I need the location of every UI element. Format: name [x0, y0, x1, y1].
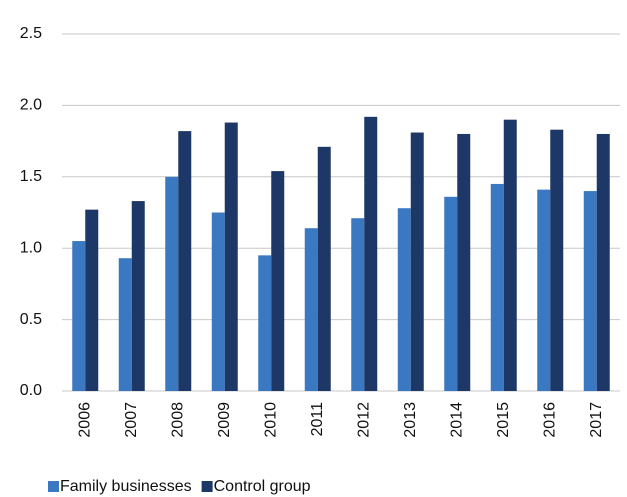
- bar: [444, 196, 458, 391]
- legend-swatch: [48, 481, 59, 492]
- y-tick-label: 1.0: [20, 239, 42, 256]
- bar: [211, 212, 225, 391]
- bar: [397, 208, 411, 391]
- bar: [85, 209, 99, 391]
- x-tick-label: 2014: [448, 402, 465, 438]
- legend-label: Family businesses: [60, 478, 192, 495]
- bar: [550, 129, 564, 391]
- bar: [410, 132, 424, 392]
- bar: [351, 218, 365, 391]
- bar: [271, 171, 285, 391]
- x-tick-label: 2010: [262, 402, 279, 438]
- x-tick-label: 2015: [495, 402, 512, 438]
- x-tick-label: 2008: [169, 402, 186, 438]
- x-tick-label: 2011: [309, 402, 326, 437]
- bar: [537, 189, 551, 391]
- y-tick-label: 1.5: [20, 168, 42, 185]
- bar: [224, 122, 238, 391]
- bar: [457, 133, 471, 391]
- bar: [304, 228, 318, 391]
- bar: [364, 116, 378, 391]
- y-tick-label: 0.5: [20, 311, 42, 328]
- x-tick-label: 2012: [355, 402, 372, 438]
- x-tick-label: 2016: [541, 402, 558, 438]
- bar: [317, 146, 331, 391]
- legend-label: Control group: [214, 478, 311, 495]
- y-tick-label: 0.0: [20, 382, 42, 399]
- bar: [490, 183, 504, 391]
- x-tick-label: 2006: [76, 402, 93, 438]
- bar: [131, 201, 145, 391]
- x-tick-label: 2009: [216, 402, 233, 438]
- bar: [72, 241, 86, 391]
- legend-swatch: [201, 481, 213, 492]
- y-tick-label: 2.0: [20, 97, 42, 114]
- x-tick-label: 2013: [402, 402, 419, 438]
- bar: [258, 255, 272, 391]
- bar: [503, 119, 517, 392]
- bar: [165, 176, 179, 391]
- bar: [596, 133, 610, 391]
- bar: [583, 191, 597, 391]
- bar: [178, 131, 192, 391]
- x-tick-label: 2017: [588, 402, 605, 438]
- bar: [118, 258, 132, 391]
- x-tick-label: 2007: [123, 402, 140, 438]
- y-tick-label: 2.5: [20, 25, 42, 42]
